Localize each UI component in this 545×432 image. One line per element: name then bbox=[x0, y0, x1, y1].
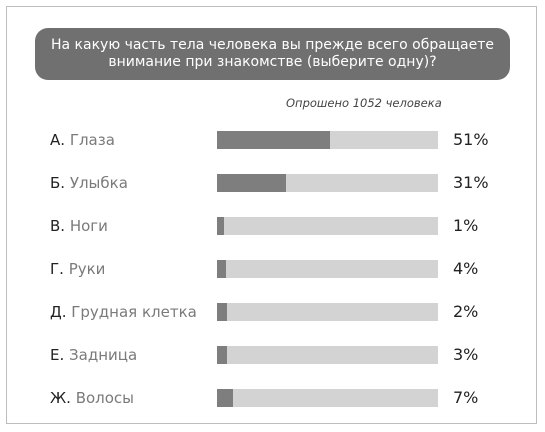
bar bbox=[217, 260, 226, 278]
category-name: Волосы bbox=[75, 389, 135, 407]
bar-track bbox=[217, 131, 438, 149]
category-letter: Г. bbox=[50, 260, 69, 278]
value-label: 31% bbox=[453, 173, 489, 192]
category-label: Ж. Волосы bbox=[50, 385, 134, 411]
category-name: Задница bbox=[69, 346, 138, 364]
category-label: Г. Руки bbox=[50, 256, 105, 282]
bar bbox=[217, 174, 286, 192]
bar-row: В. Ноги 1% bbox=[0, 213, 545, 239]
category-name: Грудная клетка bbox=[71, 303, 197, 321]
category-name: Глаза bbox=[69, 131, 115, 149]
bar bbox=[217, 346, 227, 364]
bar-track bbox=[217, 174, 438, 192]
bar-row: А. Глаза 51% bbox=[0, 127, 545, 153]
category-label: Б. Улыбка bbox=[50, 170, 128, 196]
category-label: В. Ноги bbox=[50, 213, 108, 239]
bar bbox=[217, 131, 330, 149]
category-name: Улыбка bbox=[69, 174, 128, 192]
value-label: 2% bbox=[453, 302, 479, 321]
value-label: 1% bbox=[453, 216, 479, 235]
value-label: 51% bbox=[453, 130, 489, 149]
value-label: 4% bbox=[453, 259, 479, 278]
bar bbox=[217, 303, 227, 321]
bar-row: Б. Улыбка 31% bbox=[0, 170, 545, 196]
bar-track bbox=[217, 389, 438, 407]
bar bbox=[217, 217, 224, 235]
value-label: 3% bbox=[453, 345, 479, 364]
category-name: Ноги bbox=[69, 217, 108, 235]
bar-track bbox=[217, 217, 438, 235]
bar-track bbox=[217, 260, 438, 278]
category-letter: Е. bbox=[50, 346, 70, 364]
bar-row: Ж. Волосы 7% bbox=[0, 385, 545, 411]
category-label: Д. Грудная клетка bbox=[50, 299, 197, 325]
chart-title: На какую часть тела человека вы прежде в… bbox=[35, 28, 510, 80]
category-letter: Д. bbox=[50, 303, 72, 321]
category-label: Е. Задница bbox=[50, 342, 137, 368]
bar-row: Е. Задница 3% bbox=[0, 342, 545, 368]
bar-row: Д. Грудная клетка 2% bbox=[0, 299, 545, 325]
bar-track bbox=[217, 346, 438, 364]
value-label: 7% bbox=[453, 388, 479, 407]
category-letter: В. bbox=[50, 217, 70, 235]
bar bbox=[217, 389, 233, 407]
category-letter: Ж. bbox=[50, 389, 76, 407]
bar-row: Г. Руки 4% bbox=[0, 256, 545, 282]
bar-track bbox=[217, 303, 438, 321]
category-label: А. Глаза bbox=[50, 127, 115, 153]
category-letter: А. bbox=[50, 131, 70, 149]
category-letter: Б. bbox=[50, 174, 70, 192]
category-name: Руки bbox=[68, 260, 106, 278]
survey-note: Опрошено 1052 человека bbox=[286, 96, 442, 110]
